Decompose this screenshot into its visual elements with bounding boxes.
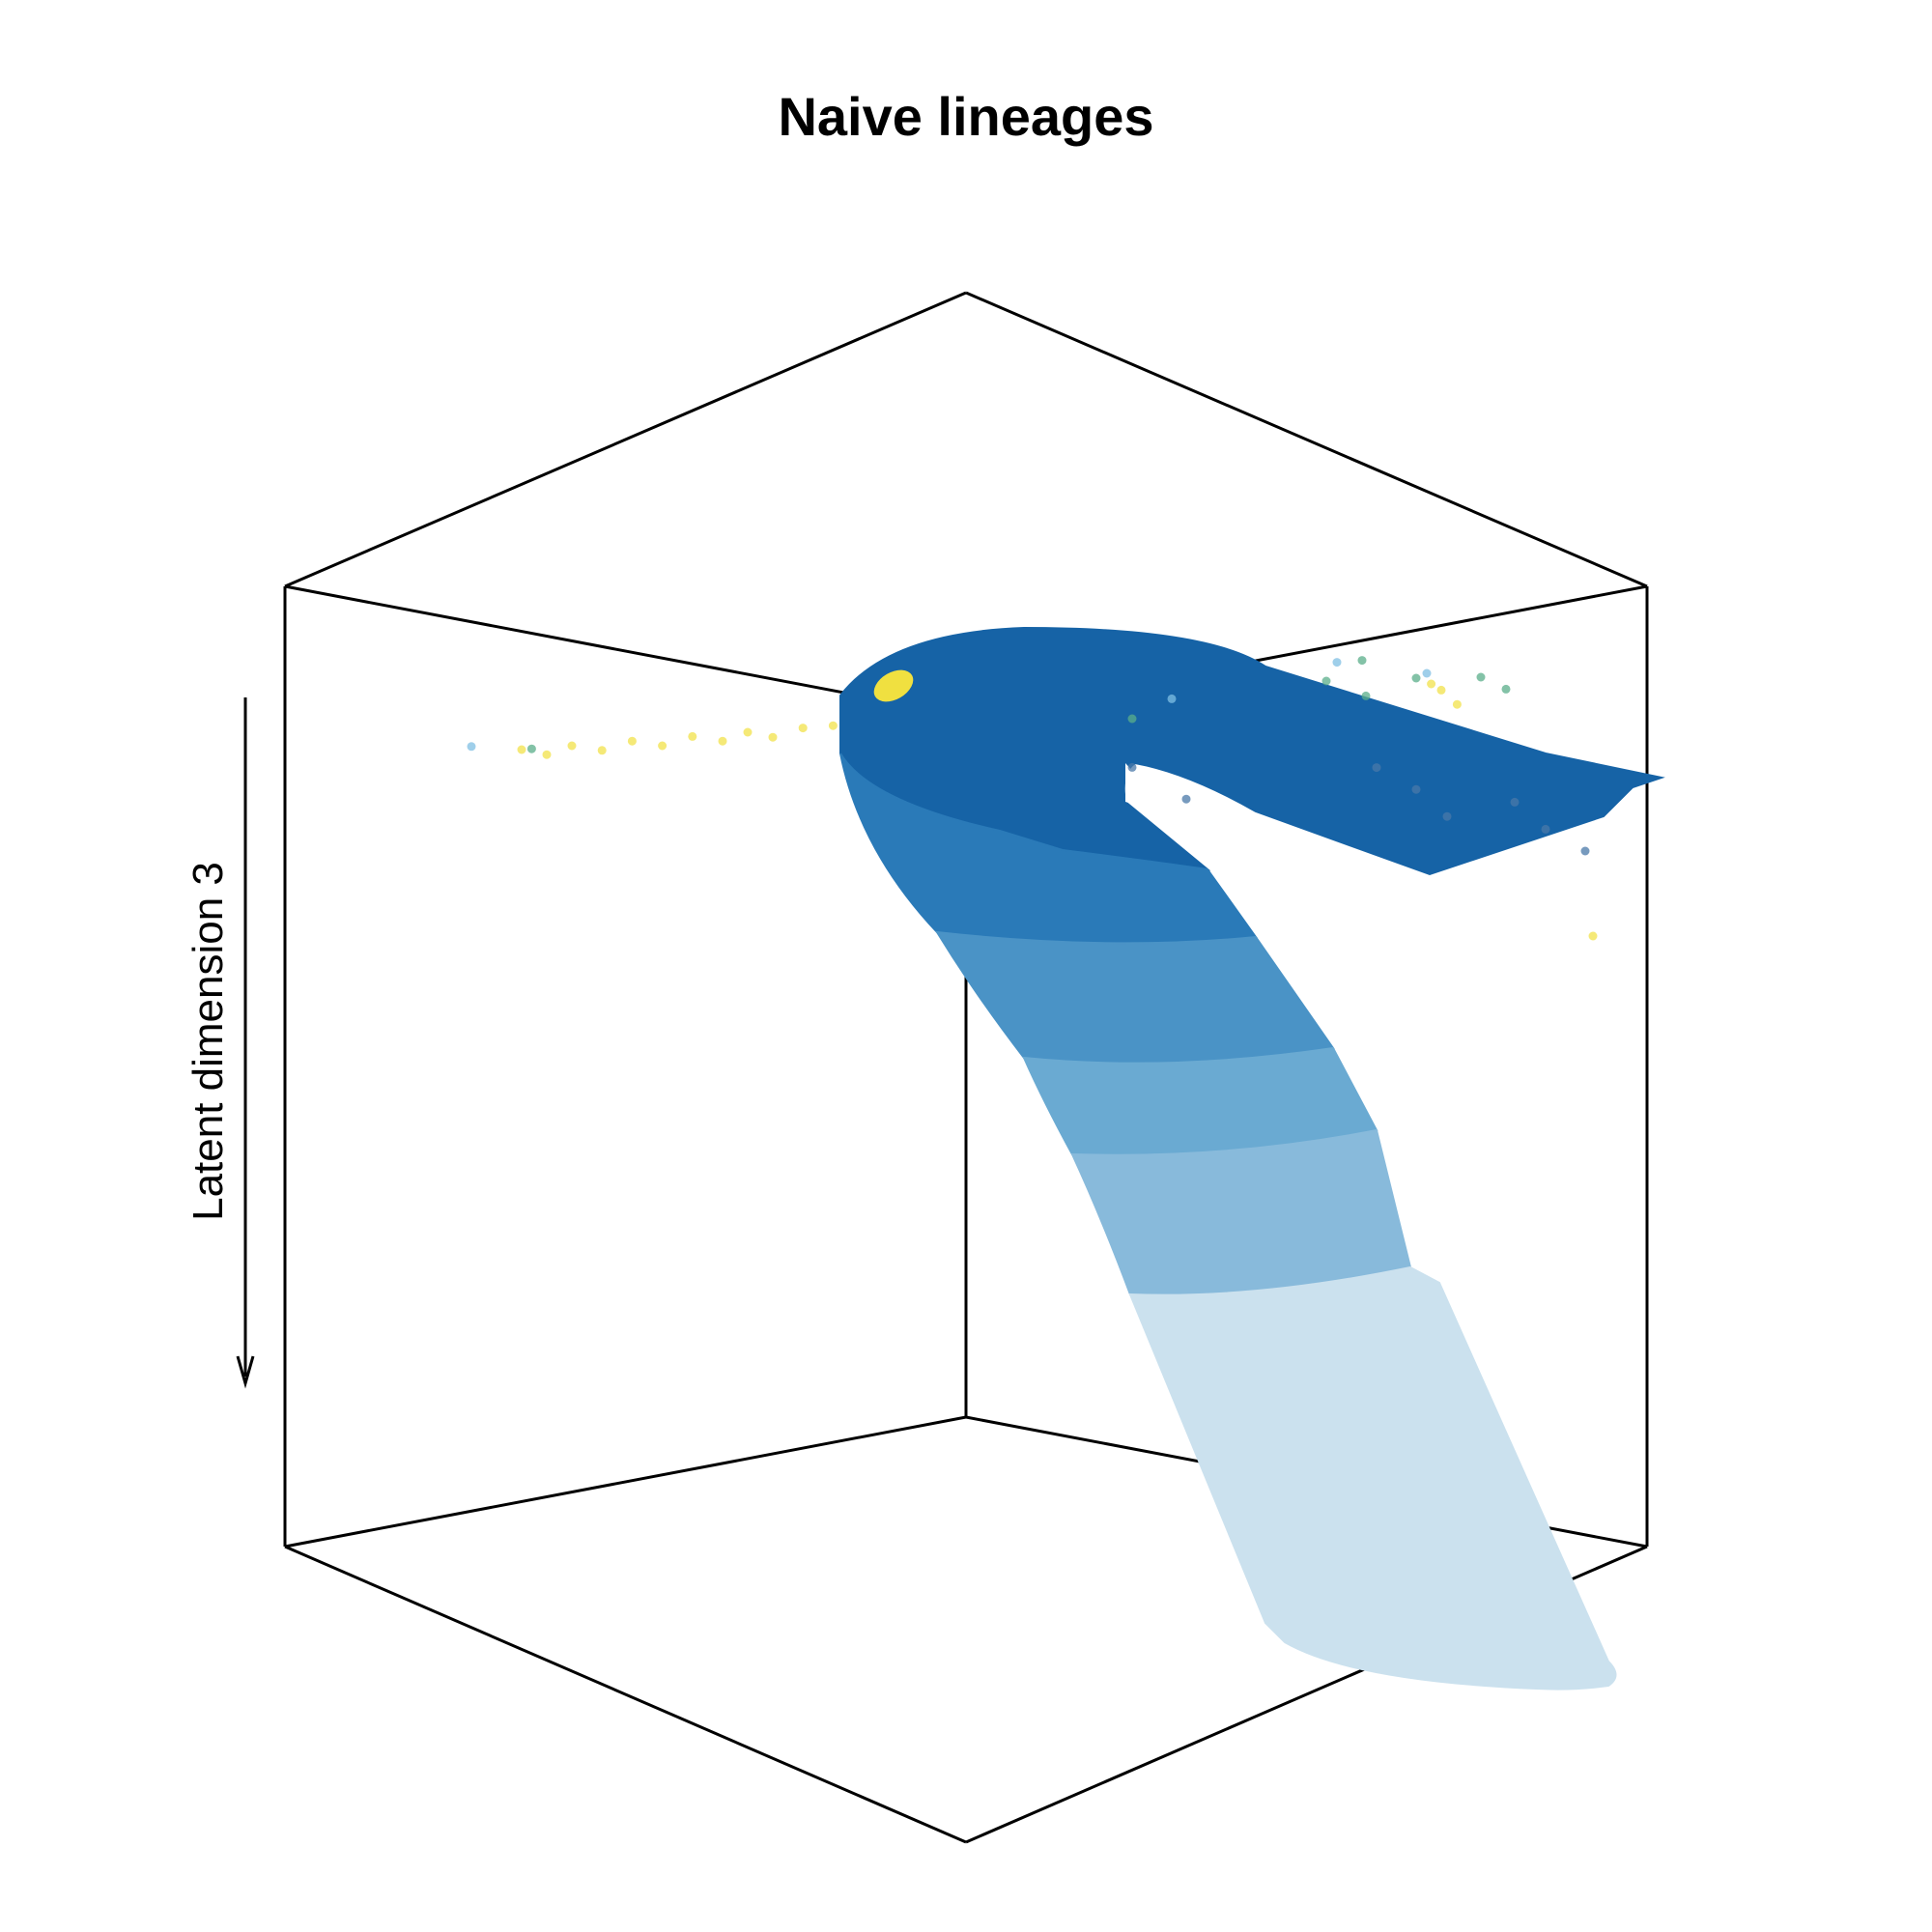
scatter-point-s1-22 <box>1452 699 1462 709</box>
surface-band-6 <box>1128 1265 1617 1690</box>
scatter-point-s4-5 <box>1411 784 1421 794</box>
box-edge-top-right <box>965 291 1648 588</box>
scatter-point-s2-11 <box>1501 684 1511 694</box>
surface-start-cap <box>873 669 914 702</box>
scatter-point-s4-7 <box>1510 797 1520 807</box>
scatter-point-s4-9 <box>1580 846 1590 856</box>
scatter-point-s1-10 <box>768 732 778 742</box>
scatter-point-s1-2 <box>542 750 552 759</box>
scatter-point-s1-24 <box>1588 931 1598 941</box>
scatter-point-s4-3 <box>1181 794 1191 804</box>
scatter-point-s2-6 <box>1127 714 1137 724</box>
scatter-point-s2-1 <box>526 744 536 753</box>
box-edge-top-left <box>284 291 967 588</box>
scatter-point-s1-23 <box>1427 679 1436 689</box>
scatter-point-s4-8 <box>1541 824 1550 834</box>
scatter-point-s1-12 <box>828 721 838 730</box>
scatter-point-s1-9 <box>743 727 753 737</box>
z-axis: Latent dimension 3 <box>185 697 255 1389</box>
plot-box <box>283 291 1649 1844</box>
scatter-point-s4-6 <box>1442 811 1452 821</box>
scatter-point-s1-21 <box>1436 685 1446 695</box>
surface-band-3 <box>935 930 1335 1065</box>
z-axis-label: Latent dimension 3 <box>185 862 232 1221</box>
scatter-point-s3-4 <box>1167 694 1177 703</box>
chart-title: Naive lineages <box>778 86 1153 147</box>
box-edge-back-bottom-left <box>284 1415 967 1548</box>
scatter-point-s1-1 <box>517 745 526 754</box>
scatter-point-s1-6 <box>658 741 668 751</box>
scatter-point-s3-6 <box>1422 668 1432 678</box>
scatter-point-s3-5 <box>1332 658 1342 668</box>
scatter-points-front <box>1127 672 1598 941</box>
z-axis-arrowhead <box>236 1355 255 1389</box>
scatter-point-s3-1 <box>467 742 476 752</box>
scatter-point-s2-10 <box>1476 672 1486 682</box>
scatter-point-s1-4 <box>597 746 607 755</box>
scatter-point-s1-3 <box>567 741 577 751</box>
lineage-surface <box>839 626 1665 1690</box>
scatter-point-s1-7 <box>688 731 697 741</box>
surface-band-5 <box>1070 1128 1412 1296</box>
scatter-point-s4-4 <box>1372 763 1381 773</box>
scatter-point-s2-7 <box>1321 676 1331 686</box>
scatter-point-s4-2 <box>1127 762 1137 772</box>
scatter-point-s2-12 <box>1357 656 1367 666</box>
scatter-point-s2-9 <box>1411 673 1421 683</box>
scatter-point-s2-8 <box>1361 691 1371 700</box>
box-edge-bottom-left <box>284 1545 967 1844</box>
scatter-point-s1-5 <box>627 736 637 746</box>
surface-inner-gap <box>1125 763 1208 867</box>
scatter-point-s1-11 <box>798 724 808 733</box>
scatter-point-s1-8 <box>718 736 727 746</box>
